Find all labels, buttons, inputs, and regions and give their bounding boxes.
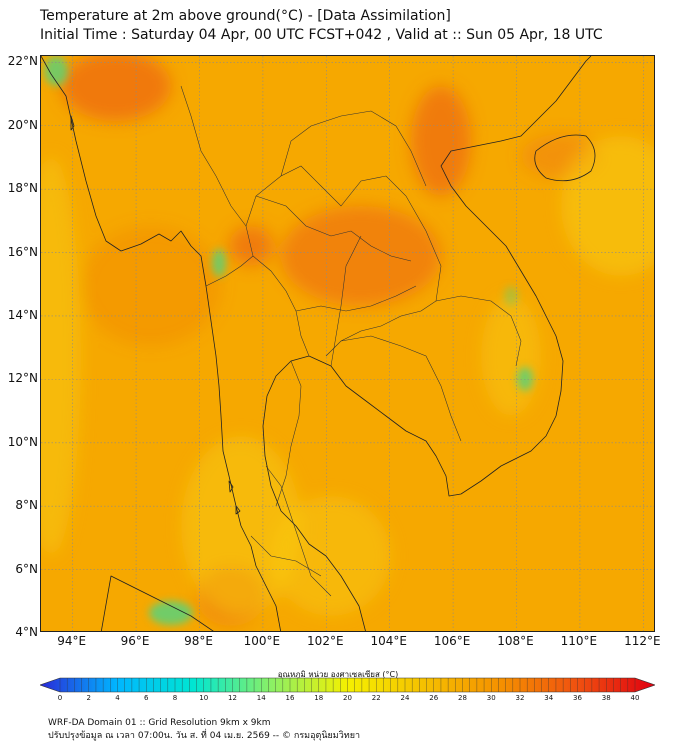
latitude-label: 10°N <box>7 434 38 449</box>
colorbar-tick-label: 6 <box>144 694 149 702</box>
footer-model-info: WRF-DA Domain 01 :: Grid Resolution 9km … <box>48 718 271 728</box>
longitude-label: 112°E <box>624 634 661 648</box>
latitude-label: 12°N <box>7 371 38 386</box>
temperature-field <box>41 56 654 626</box>
longitude-label: 96°E <box>120 634 150 648</box>
latitude-label: 20°N <box>7 117 38 132</box>
latitude-label: 4°N <box>15 625 38 639</box>
colorbar-tick-label: 34 <box>544 694 554 702</box>
colorbar-tick-label: 38 <box>601 694 611 702</box>
longitude-label: 108°E <box>497 634 534 648</box>
latitude-label: 14°N <box>7 307 38 322</box>
colorbar-tick-label: 10 <box>199 694 209 702</box>
longitude-label: 104°E <box>370 634 407 648</box>
map-canvas <box>41 56 654 631</box>
colorbar-tick-label: 40 <box>630 694 640 702</box>
colorbar-title: อุณหภูมิ หน่วย องศาเซลเซียส (°C) <box>277 670 399 679</box>
colorbar-tick-label: 20 <box>343 694 352 702</box>
colorbar-tick-label: 8 <box>172 694 178 702</box>
latitude-label: 8°N <box>15 498 38 513</box>
colorbar-tick-label: 16 <box>285 694 295 702</box>
colorbar-tick-label: 4 <box>115 694 120 702</box>
longitude-label: 102°E <box>307 634 344 648</box>
latitude-label: 22°N <box>7 54 38 69</box>
footer-update-info: ปรับปรุงข้อมูล ณ เวลา 07:00น. วัน ส. ที่… <box>48 731 361 741</box>
colorbar-tick-label: 0 <box>57 694 63 702</box>
longitude-label: 106°E <box>433 634 471 648</box>
colorbar-tick-label: 26 <box>429 694 439 702</box>
admin-borders <box>180 85 522 597</box>
colorbar-tick-label: 32 <box>515 694 525 702</box>
coastlines <box>41 56 596 631</box>
longitude-label: 98°E <box>184 634 213 648</box>
colorbar-tick-label: 14 <box>256 694 266 702</box>
colorbar-tick-label: 28 <box>458 694 467 702</box>
latitude-label: 6°N <box>15 561 38 576</box>
colorbar-tick-label: 24 <box>400 694 410 702</box>
latitude-label: 18°N <box>7 181 38 196</box>
graticule-lines <box>41 56 654 631</box>
latitude-label: 16°N <box>7 244 38 259</box>
colorbar-tick-label: 30 <box>486 694 496 702</box>
cool-spots <box>44 56 533 625</box>
map-subtitle: Initial Time : Saturday 04 Apr, 00 UTC F… <box>40 27 603 43</box>
map-title: Temperature at 2m above ground(°C) - [Da… <box>40 8 451 24</box>
colorbar-tick-label: 2 <box>86 694 91 702</box>
colorbar-tick-label: 22 <box>371 694 381 702</box>
colorbar <box>40 677 655 693</box>
longitude-label: 110°E <box>560 634 598 648</box>
colorbar-tick-label: 12 <box>228 694 237 702</box>
colorbar-tick-label: 36 <box>573 694 582 702</box>
temperature-map <box>40 55 655 632</box>
longitude-label: 94°E <box>57 634 87 648</box>
longitude-label: 100°E <box>243 634 281 648</box>
colorbar-tick-label: 18 <box>314 694 324 702</box>
